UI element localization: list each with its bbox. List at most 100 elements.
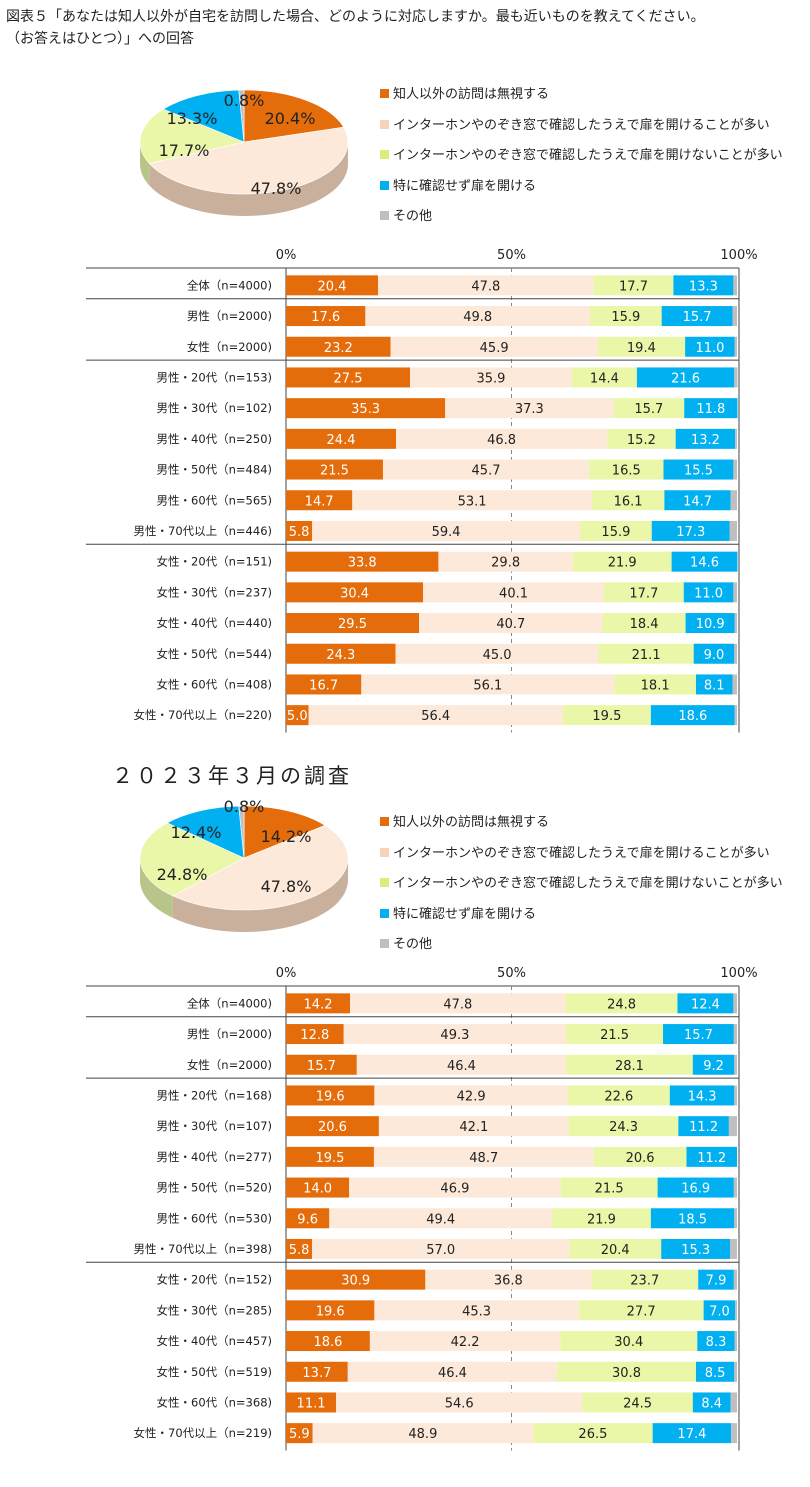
legend-label: その他 bbox=[393, 937, 433, 952]
current-bar-label-5-2: 37.3 bbox=[515, 402, 544, 417]
survey2023-bar-label-15-4: 17.4 bbox=[677, 1427, 706, 1442]
survey2023-bar-seg-12-3 bbox=[560, 1331, 698, 1352]
current-pie-label-5: 0.8% bbox=[224, 91, 265, 110]
survey2023-bar-row-7: 男性・50代（n=520) 14.0 46.9 21.5 16.9 bbox=[157, 1177, 737, 1198]
survey2023-bar-seg-3-3 bbox=[566, 1054, 693, 1075]
survey2023-pie-side-2 bbox=[172, 858, 348, 932]
survey2023-bar-row-10: 女性・20代（n=152) 30.9 36.8 23.7 7.9 bbox=[157, 1269, 737, 1290]
current-bar-seg-11-5 bbox=[733, 582, 737, 603]
current-bar-seg-15-1 bbox=[286, 705, 309, 726]
current-bar-seg-5-2 bbox=[445, 398, 614, 419]
survey2023-bar-label-10-3: 23.7 bbox=[630, 1274, 659, 1289]
survey2023-pie-side bbox=[140, 858, 348, 932]
current-bar-seg-2-2 bbox=[365, 306, 590, 327]
current-row-label-10: 女性・20代（n=151) bbox=[157, 555, 273, 569]
current-bar-label-4-1: 27.5 bbox=[334, 371, 363, 386]
survey2023-bar-label-14-3: 24.5 bbox=[623, 1396, 652, 1411]
current-bar-label-6-2: 46.8 bbox=[487, 433, 516, 448]
current-bar-label-6-3: 15.2 bbox=[627, 433, 656, 448]
survey2023-bar-seg-3-2 bbox=[356, 1054, 567, 1075]
current-row-label-13: 女性・50代（n=544) bbox=[157, 647, 273, 661]
survey2023-bar-seg-9-5 bbox=[730, 1238, 737, 1259]
survey2023-bar-seg-11-3 bbox=[578, 1300, 704, 1321]
survey2023-bar-seg-3-4 bbox=[692, 1054, 735, 1075]
survey2023-bar-seg-8-3 bbox=[552, 1208, 651, 1229]
current-bar-seg-3-5 bbox=[734, 336, 737, 357]
current-bar-seg-5-4 bbox=[684, 398, 738, 419]
survey2023-bar-label-15-2: 48.9 bbox=[408, 1427, 437, 1442]
survey2023-bar-seg-1-3 bbox=[565, 993, 678, 1014]
current-bar-seg-9-2 bbox=[312, 520, 581, 541]
survey2023-bar-label-5-4: 11.2 bbox=[689, 1120, 718, 1135]
survey2023-bar-seg-11-1 bbox=[286, 1300, 375, 1321]
survey2023-bar-label-14-1: 11.1 bbox=[297, 1396, 326, 1411]
survey2023-bar-row-9: 男性・70代以上（n=398) 5.8 57.0 20.4 15.3 bbox=[134, 1238, 737, 1259]
survey2023-bar-seg-7-3 bbox=[560, 1177, 658, 1198]
current-bar-seg-8-1 bbox=[286, 490, 353, 511]
current-bar-row-15: 女性・70代以上（n=220) 5.0 56.4 19.5 18.6 bbox=[134, 705, 737, 726]
current-bar-label-15-4: 18.6 bbox=[678, 709, 707, 724]
survey2023-bar-label-10-1: 30.9 bbox=[341, 1274, 370, 1289]
current-axis-tick-2: 50% bbox=[497, 248, 526, 263]
survey2023-bar-seg-15-5 bbox=[731, 1423, 737, 1444]
survey2023-bar-label-4-4: 14.3 bbox=[688, 1089, 717, 1104]
survey2023-bar-label-6-4: 11.2 bbox=[697, 1151, 726, 1166]
survey2023-bar-seg-13-3 bbox=[557, 1361, 696, 1382]
survey2023-bar-row-3: 女性（n=2000) 15.7 46.4 28.1 9.2 bbox=[187, 1054, 737, 1075]
survey2023-row-label-12: 女性・40代（n=457) bbox=[157, 1334, 273, 1348]
current-bar-seg-15-5 bbox=[734, 705, 737, 726]
current-bar-seg-2-5 bbox=[732, 306, 737, 327]
survey2023-bar-seg-11-2 bbox=[374, 1300, 579, 1321]
current-pie-side-2 bbox=[149, 142, 348, 216]
survey2023-bar-seg-2-4 bbox=[663, 1024, 734, 1045]
survey2023-bar-seg-6-4 bbox=[686, 1146, 737, 1167]
survey2023-bar-seg-13-1 bbox=[286, 1361, 348, 1382]
current-bar-label-9-2: 59.4 bbox=[432, 525, 461, 540]
current-row-label-8: 男性・60代（n=565) bbox=[157, 493, 273, 507]
survey2023-bar-label-5-3: 24.3 bbox=[609, 1120, 638, 1135]
current-pie-slice-1 bbox=[243, 89, 345, 143]
legend-label: 特に確認せず扉を開ける bbox=[393, 906, 537, 922]
current-bar-label-5-3: 15.7 bbox=[634, 402, 663, 417]
survey2023-bar-label-1-3: 24.8 bbox=[607, 997, 636, 1012]
current-bar-seg-4-3 bbox=[571, 367, 637, 388]
legend-label: 知人以外の訪問は無視する bbox=[393, 87, 550, 102]
legend-label: インターホンやのぞき窓で確認したうえで扉を開けることが多い bbox=[393, 117, 770, 133]
current-bar-label-14-2: 56.1 bbox=[473, 678, 502, 693]
current-bar-seg-10-2 bbox=[438, 551, 573, 572]
survey2023-bar-seg-8-2 bbox=[329, 1208, 553, 1229]
current-bar-row-5: 男性・30代（n=102) 35.3 37.3 15.7 11.8 bbox=[157, 398, 738, 419]
current-bar-row-14: 女性・60代（n=408) 16.7 56.1 18.1 8.1 bbox=[157, 674, 737, 695]
figure-title: 図表５「あなたは知人以外が自宅を訪問した場合、どのように対応しますか。最も近いも… bbox=[6, 6, 806, 50]
current-bar-label-15-3: 19.5 bbox=[592, 709, 621, 724]
current-row-label-2: 男性（n=2000) bbox=[187, 309, 272, 323]
survey2023-bar-label-10-4: 7.9 bbox=[706, 1274, 727, 1289]
survey2023-bar-seg-2-3 bbox=[566, 1024, 664, 1045]
current-bar-row-7: 男性・50代（n=484) 21.5 45.7 16.5 15.5 bbox=[157, 459, 737, 480]
legend-2023: 知人以外の訪問は無視する インターホンやのぞき窓で確認したうえで扉を開けることが多… bbox=[380, 816, 783, 969]
current-row-label-7: 男性・50代（n=484) bbox=[157, 463, 273, 477]
current-legend-item-1: 知人以外の訪問は無視する bbox=[380, 88, 783, 119]
survey2023-bar-seg-9-4 bbox=[661, 1238, 731, 1259]
current-legend-item-4: 特に確認せず扉を開ける bbox=[380, 179, 783, 211]
survey2023-bar-label-3-1: 15.7 bbox=[307, 1059, 336, 1074]
current-bar-seg-13-1 bbox=[286, 643, 396, 664]
section2-title: ２０２３年３月の調査 bbox=[112, 764, 352, 788]
survey2023-bar-row-6: 男性・40代（n=277) 19.5 48.7 20.6 11.2 bbox=[157, 1146, 737, 1167]
survey2023-bar-seg-5-5 bbox=[728, 1116, 737, 1137]
current-bar-seg-1-4 bbox=[673, 275, 734, 296]
survey2023-bar-row-5: 男性・30代（n=107) 20.6 42.1 24.3 11.2 bbox=[157, 1116, 737, 1137]
survey2023-pie-slice-1 bbox=[243, 805, 326, 859]
current-bar-label-13-4: 9.0 bbox=[704, 648, 725, 663]
survey2023-bar-row-12: 女性・40代（n=457) 18.6 42.2 30.4 8.3 bbox=[157, 1331, 737, 1352]
survey2023-bar-seg-1-2 bbox=[350, 993, 566, 1014]
survey2023-legend-item-5: その他 bbox=[380, 938, 783, 969]
survey2023-bar-label-3-3: 28.1 bbox=[615, 1059, 644, 1074]
current-bar-seg-13-4 bbox=[693, 643, 735, 664]
survey2023-row-label-6: 男性・40代（n=277) bbox=[157, 1150, 273, 1164]
survey2023-bar-label-2-3: 21.5 bbox=[600, 1028, 629, 1043]
survey2023-bar-label-9-3: 20.4 bbox=[601, 1243, 630, 1258]
survey2023-bar-seg-5-1 bbox=[286, 1116, 379, 1137]
survey2023-bar-seg-12-1 bbox=[286, 1331, 370, 1352]
current-bar-seg-6-4 bbox=[675, 428, 736, 449]
